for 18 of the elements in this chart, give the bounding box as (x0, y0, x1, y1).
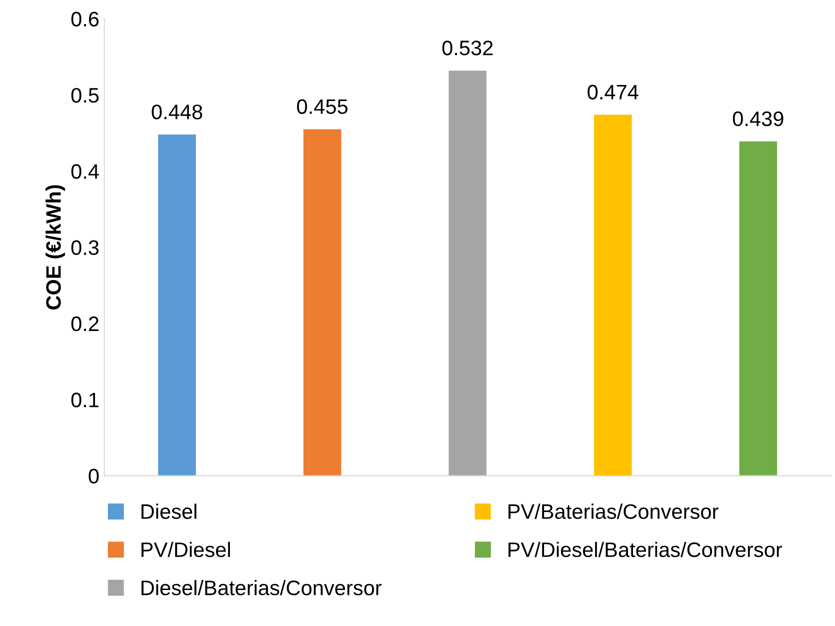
y-tick-label: 0.2 (71, 316, 98, 332)
y-tick-label: 0.6 (71, 12, 99, 27)
data-label: 0.532 (442, 40, 493, 56)
y-tick-label: 0 (88, 468, 99, 484)
legend-label: Diesel (142, 504, 196, 519)
y-tick-label: 0.4 (71, 164, 99, 179)
data-label: 0.439 (732, 111, 784, 126)
legend-label: PV/Diesel (142, 542, 230, 558)
data-label: 0.455 (297, 99, 348, 114)
legend-label: PV/Diesel/Baterias/Conversor (508, 542, 782, 558)
data-label: 0.448 (152, 104, 202, 120)
y-tick-label: 0.5 (71, 88, 99, 103)
data-label: 0.474 (588, 84, 638, 100)
y-axis-title: COE (€/kWh) (46, 185, 65, 310)
legend-label: Diesel/Baterias/Conversor (142, 580, 382, 596)
legend-label: PV/Baterias/Conversor (508, 504, 718, 519)
y-tick-label: 0.3 (71, 240, 99, 256)
y-tick-label: 0.1 (71, 392, 98, 408)
